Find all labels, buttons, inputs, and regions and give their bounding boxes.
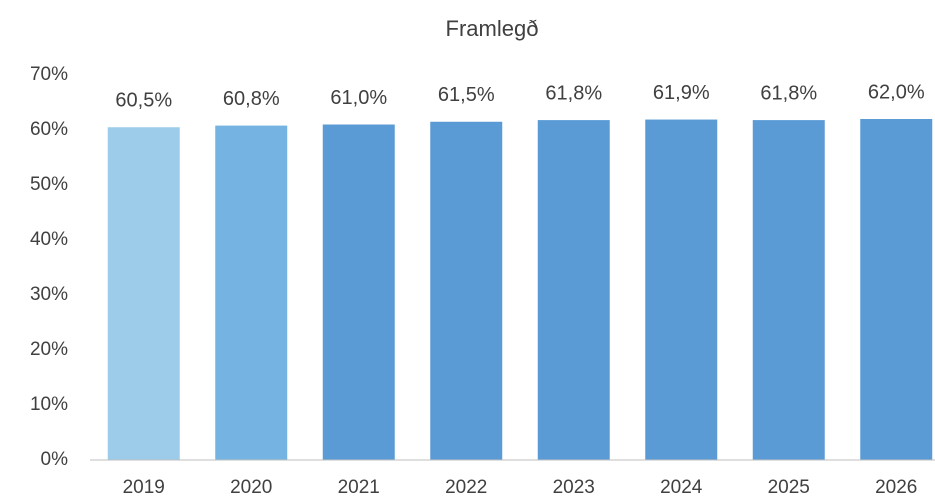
x-tick-label: 2023 [553,477,595,497]
bar [860,119,933,460]
x-tick-label: 2022 [445,477,487,497]
y-tick-label: 20% [30,339,68,360]
bar [752,120,825,460]
x-tick-label: 2019 [123,477,165,497]
y-tick-label: 40% [30,229,68,250]
bar [537,120,610,460]
value-label: 60,5% [115,90,172,112]
x-tick-label: 2020 [230,477,272,497]
y-tick-label: 50% [30,174,68,195]
value-label: 61,8% [760,82,817,104]
y-tick-label: 30% [30,284,68,305]
x-tick-label: 2021 [338,477,380,497]
value-label: 61,8% [545,82,602,104]
y-tick-label: 70% [30,64,68,85]
y-tick-label: 60% [30,119,68,140]
value-label: 61,0% [330,87,387,109]
value-label: 61,9% [653,82,710,104]
bar [645,119,718,461]
value-label: 62,0% [868,81,925,103]
bar [107,127,180,460]
value-label: 61,5% [438,84,495,106]
x-tick-label: 2025 [768,477,810,497]
y-tick-label: 0% [41,449,69,470]
y-tick-label: 10% [30,394,68,415]
chart-title: Framlegð [446,16,539,41]
x-tick-label: 2024 [660,477,703,497]
bar [430,121,503,460]
bar [215,125,288,460]
x-tick-label: 2026 [875,477,917,497]
value-label: 60,8% [223,88,280,110]
bar [322,124,395,460]
